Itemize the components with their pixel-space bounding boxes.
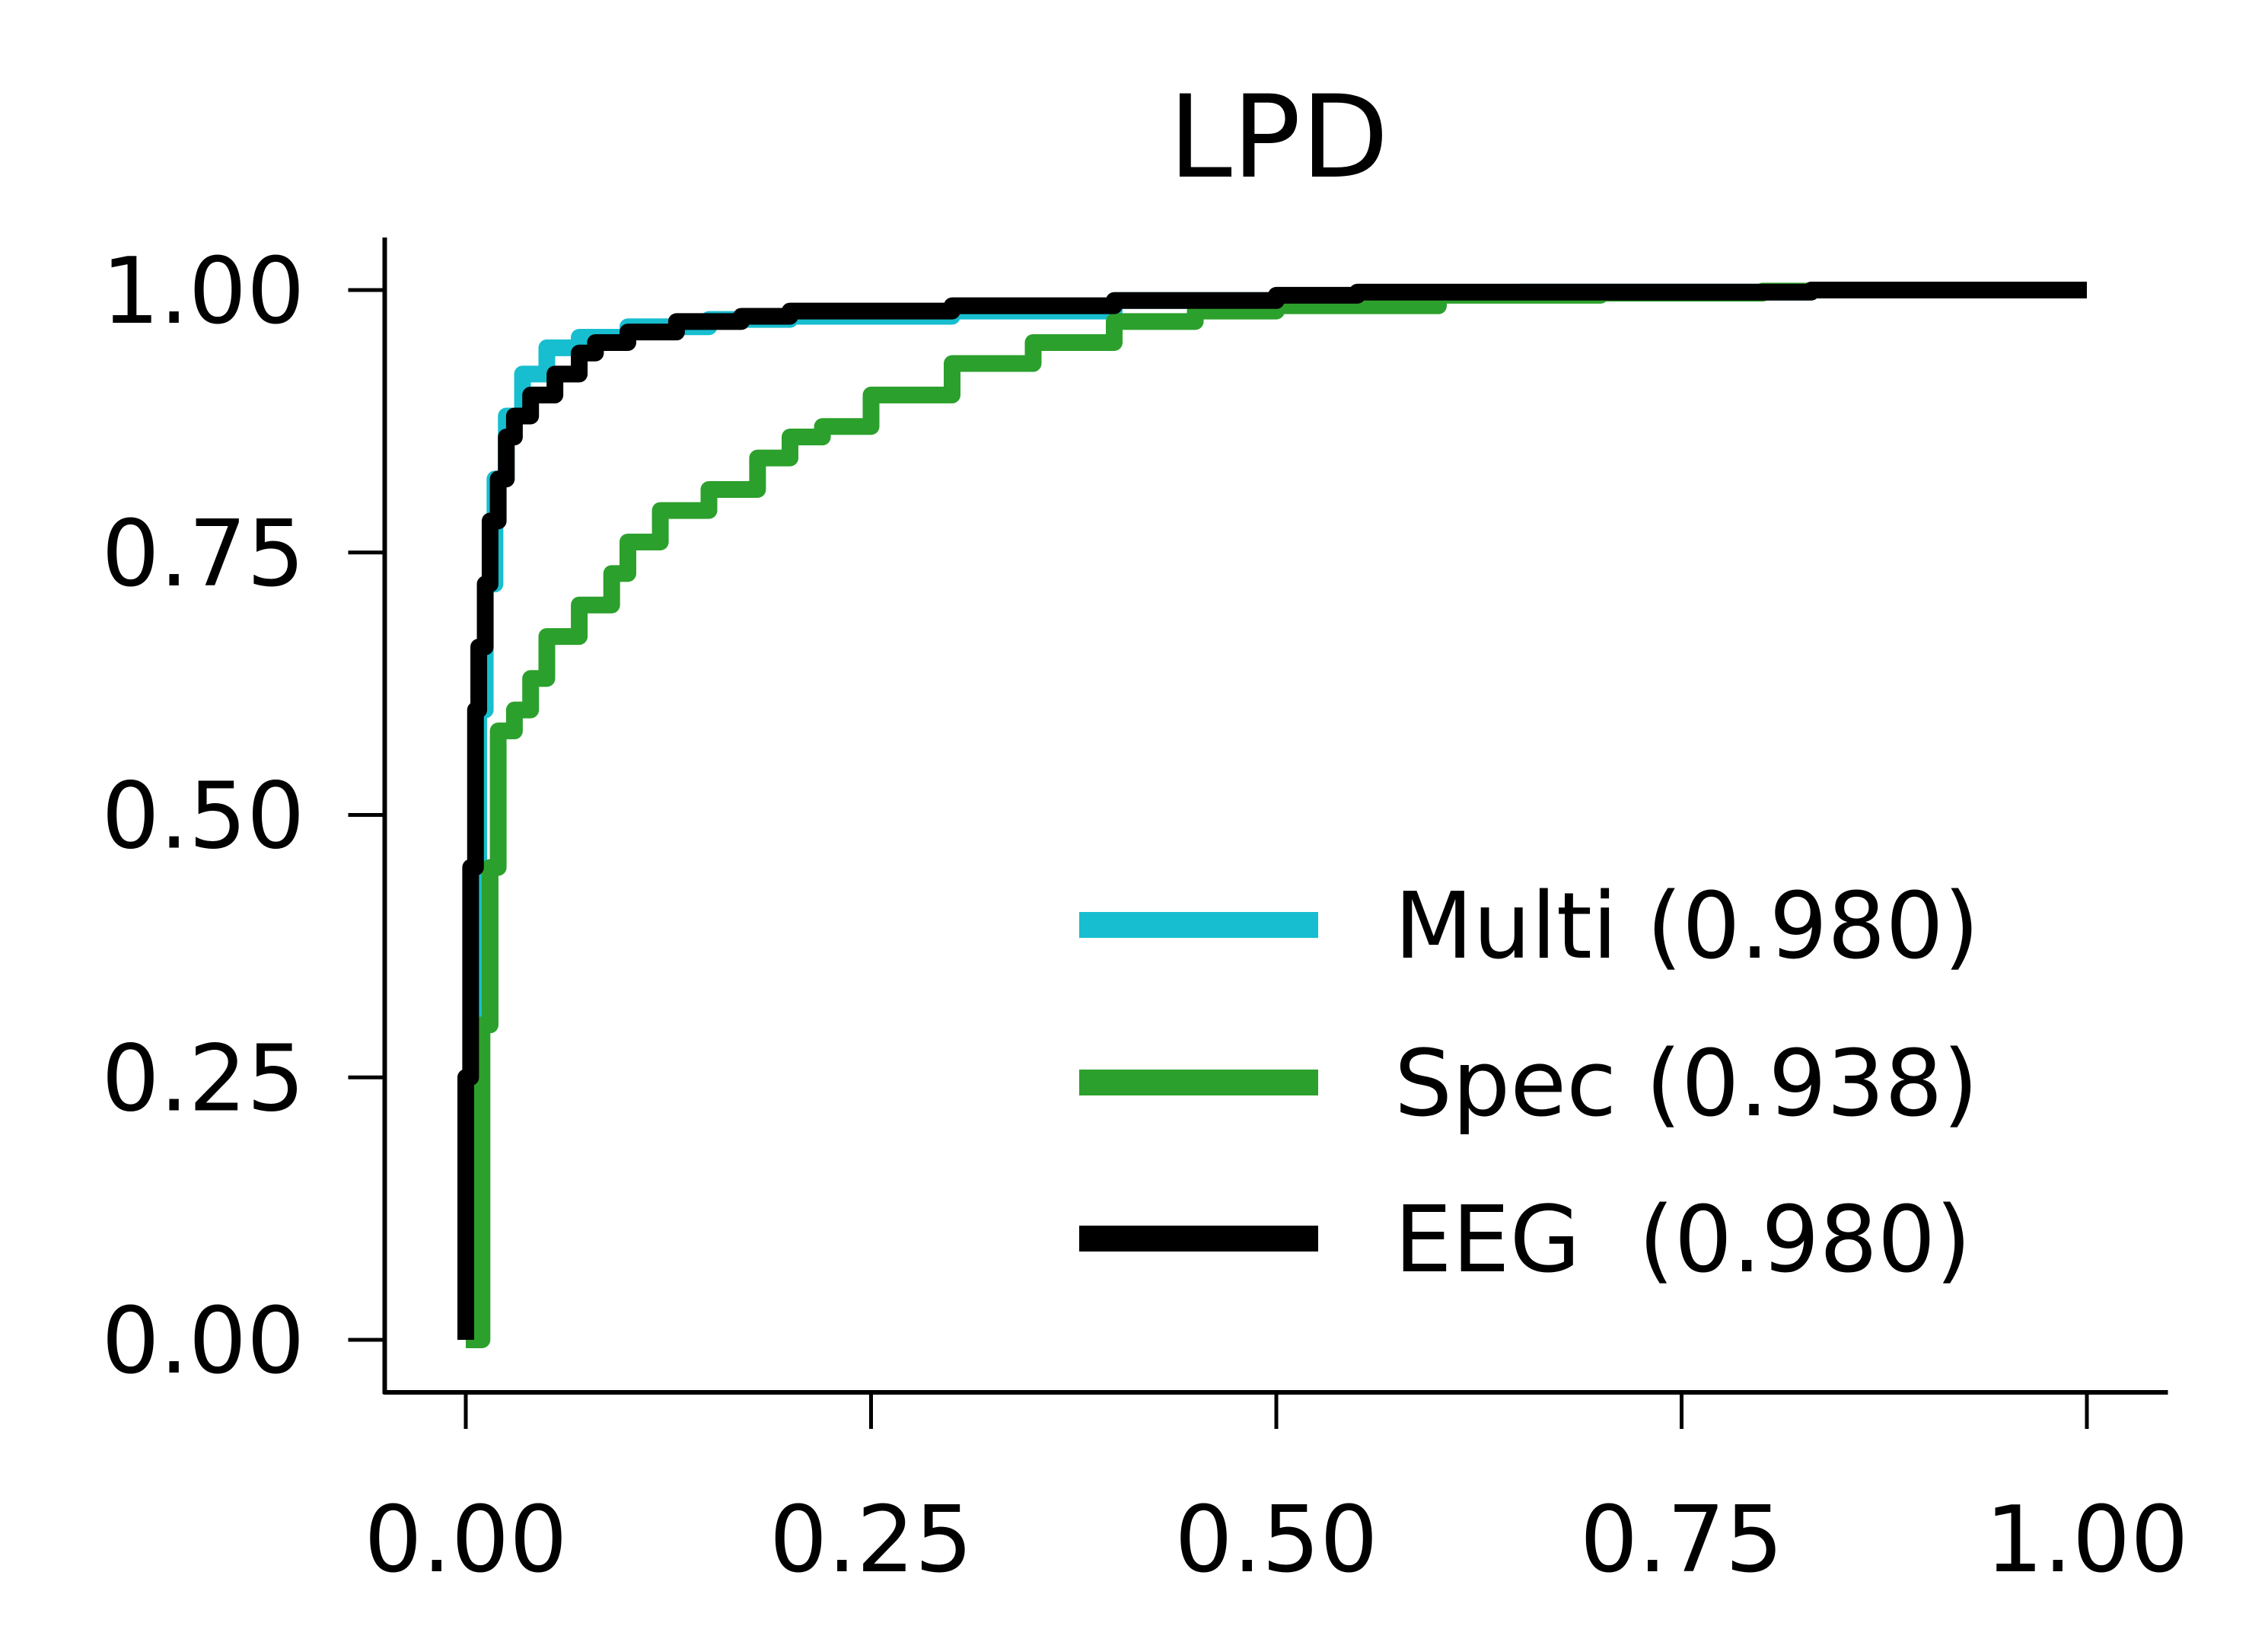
legend-label-1: Multi (0.980) (1394, 874, 1980, 980)
x-tick-label: 0.25 (769, 1488, 973, 1593)
chart-title: LPD (1168, 72, 1389, 204)
series-layer (457, 282, 2087, 1348)
y-tick-label: 1.00 (101, 239, 304, 345)
x-tick-label: 1.00 (1985, 1488, 2188, 1593)
axes: 0.00 0.25 0.50 0.75 1.00 0.00 0.25 0.50 0.75 1.00 (101, 238, 2189, 1593)
y-tick-label: 0.75 (101, 502, 304, 607)
y-tick-label: 0.50 (101, 764, 304, 870)
series-line-3 (457, 282, 2087, 1340)
legend-label-3: EEG (0.980) (1394, 1188, 1971, 1293)
x-tick-label: 0.50 (1174, 1488, 1378, 1593)
legend: Multi (0.980) Spec (0.938) EEG (0.980) (1079, 874, 1980, 1293)
y-tick-label: 0.00 (101, 1289, 304, 1395)
y-tick-label: 0.25 (101, 1026, 304, 1132)
x-tick-label: 0.00 (364, 1488, 567, 1593)
legend-label-2: Spec (0.938) (1394, 1032, 1978, 1137)
series-line-1 (457, 282, 2087, 1340)
series-line-2 (466, 282, 2087, 1348)
x-tick-label: 0.75 (1580, 1488, 1783, 1593)
